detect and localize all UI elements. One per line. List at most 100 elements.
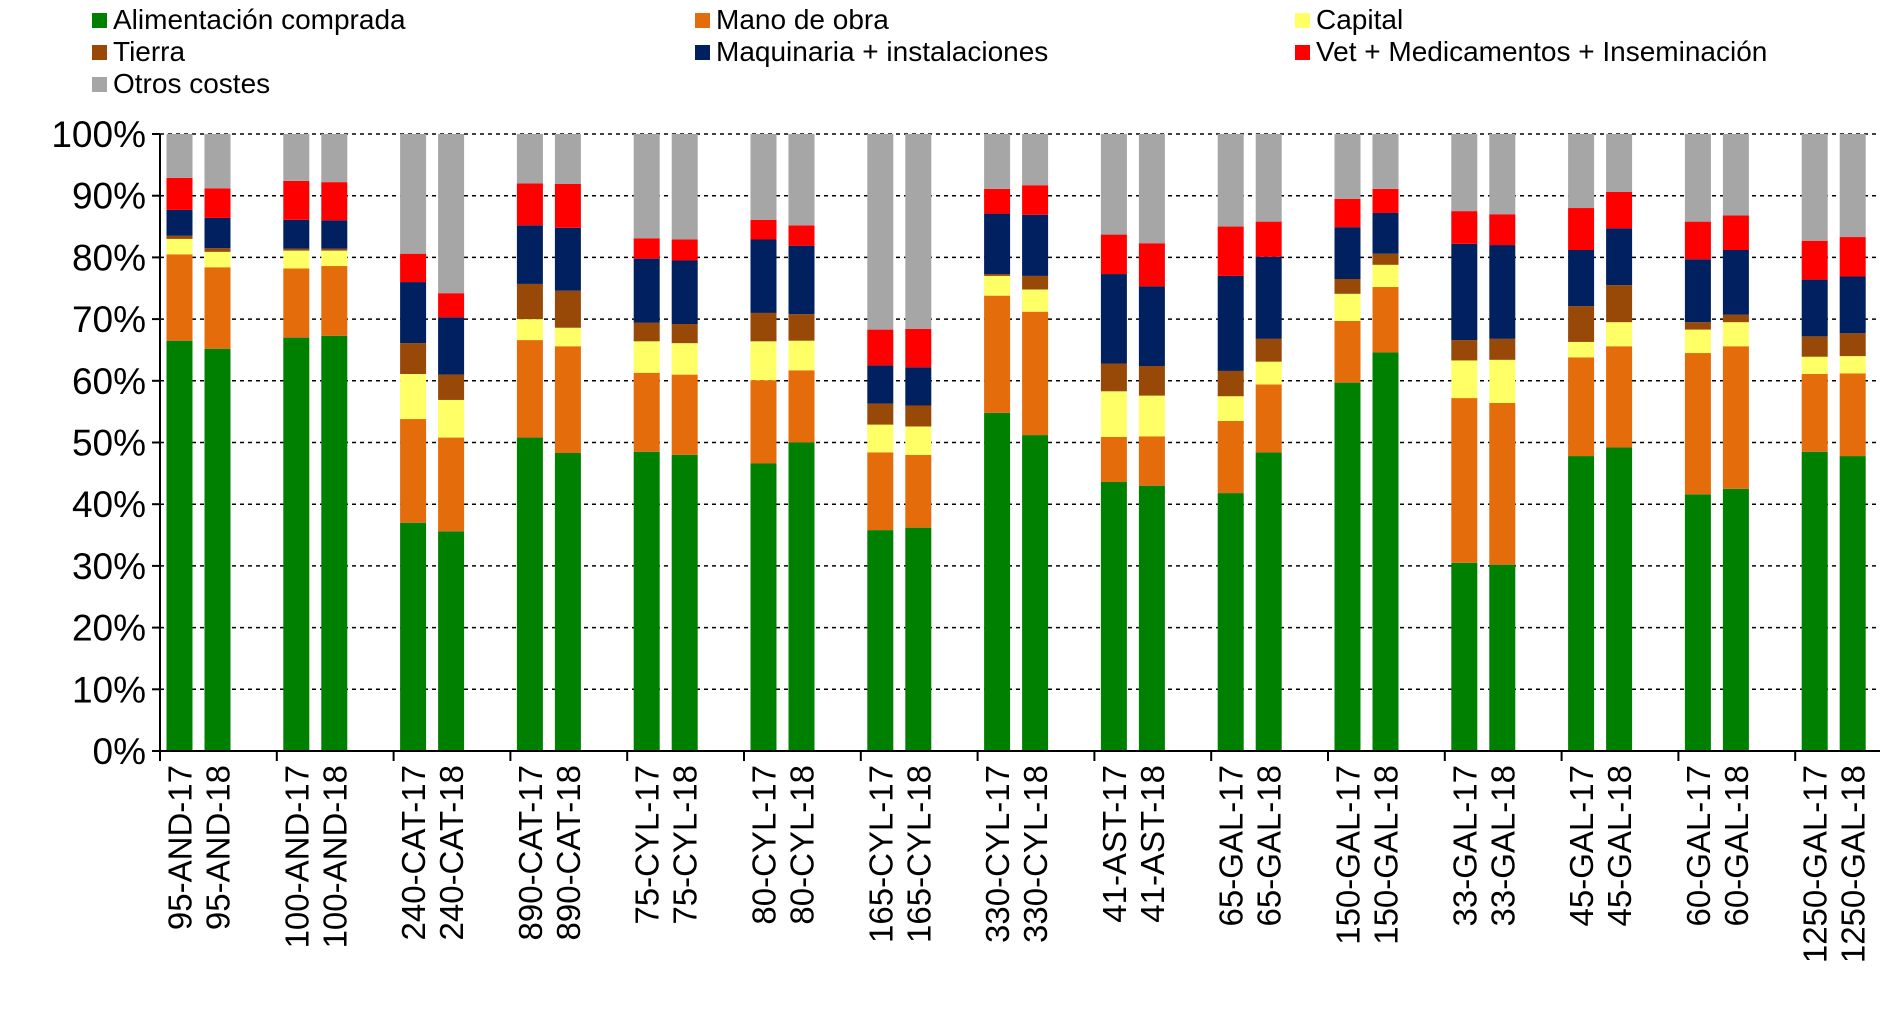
bar-segment	[204, 188, 231, 218]
bar-segment	[1100, 391, 1127, 437]
bar-segment	[1839, 456, 1866, 751]
bar-segment	[750, 312, 777, 342]
bar-segment	[867, 134, 894, 330]
bar-segment	[1801, 336, 1828, 357]
bar-segment	[1839, 373, 1866, 457]
bar-segment	[1022, 311, 1049, 436]
bar-segment	[438, 134, 465, 294]
bar-segment	[1722, 322, 1749, 347]
bar-segment	[750, 219, 777, 240]
bar-segment	[1684, 494, 1711, 751]
bar-segment	[554, 346, 581, 453]
bar-segment	[788, 314, 815, 341]
bar-segment	[166, 238, 193, 255]
bar-segment	[905, 328, 932, 368]
bar-segment	[1138, 485, 1165, 751]
bar-segment	[204, 217, 231, 249]
bar-segment	[1684, 322, 1711, 330]
bar-segment	[1022, 214, 1049, 276]
bar-segment	[400, 374, 427, 420]
bar-segment	[283, 134, 310, 181]
bar-segment	[671, 374, 698, 455]
bar-segment	[788, 134, 815, 226]
y-tick-label: 0%	[93, 731, 146, 772]
x-tick-label: 150-GAL-17	[1330, 765, 1367, 945]
bar-segment	[671, 260, 698, 325]
bar-segment	[1839, 333, 1866, 357]
bar-segment	[1255, 452, 1282, 751]
bar-segment	[984, 412, 1011, 751]
bar-segment	[1489, 245, 1516, 339]
bar-segment	[1451, 211, 1478, 244]
bar-segment	[321, 220, 348, 249]
bar-segment	[1022, 275, 1049, 290]
bar-segment	[1334, 320, 1361, 383]
bar-segment	[516, 437, 543, 751]
legend-swatch	[1295, 44, 1310, 60]
bar-segment	[633, 341, 660, 373]
bar-segment	[788, 442, 815, 751]
bar-segment	[1722, 215, 1749, 250]
bar-segment	[321, 250, 348, 267]
bar-segment	[1451, 134, 1478, 212]
x-tick-label: 100-AND-18	[316, 765, 353, 948]
bar-segment	[905, 134, 932, 329]
legend-label: Capital	[1316, 4, 1404, 35]
x-tick-label: 80-CYL-18	[784, 765, 821, 925]
bar-segment	[516, 225, 543, 284]
bar-segment	[438, 399, 465, 438]
legend-item: Otros costes	[92, 68, 270, 100]
bar-segment	[1568, 357, 1595, 457]
bar-segment	[1138, 134, 1165, 244]
bar-segment	[905, 367, 932, 406]
bar-segment	[867, 424, 894, 453]
bar-segment	[166, 340, 193, 751]
bar-segment	[1801, 134, 1828, 241]
bar-segment	[400, 343, 427, 375]
legend-swatch	[92, 44, 107, 60]
bar-segment	[1334, 134, 1361, 199]
x-tick-label: 75-CYL-17	[629, 765, 666, 925]
bar-segment	[554, 452, 581, 751]
legend-swatch	[92, 12, 107, 28]
x-tick-label: 60-GAL-17	[1680, 765, 1717, 926]
bar-segment	[1489, 359, 1516, 404]
bar-segment	[633, 451, 660, 751]
bar-segment	[1722, 346, 1749, 489]
bar-segment	[905, 426, 932, 455]
bar-segment	[671, 324, 698, 344]
y-tick-label: 70%	[72, 299, 146, 340]
bar-segment	[554, 183, 581, 228]
legend-item: Tierra	[92, 36, 185, 68]
bar-segment	[1022, 435, 1049, 751]
bar-segment	[1684, 353, 1711, 495]
bar-segment	[671, 239, 698, 261]
bar-segment	[438, 317, 465, 375]
bar-segment	[1606, 134, 1633, 192]
bar-segment	[516, 183, 543, 226]
bar-segment	[1217, 134, 1244, 227]
x-tick-label: 41-AST-18	[1134, 765, 1171, 923]
y-tick-label: 100%	[51, 114, 146, 155]
bar-segment	[788, 245, 815, 315]
bar-segment	[283, 248, 310, 251]
bar-segment	[1255, 221, 1282, 257]
y-tick-label: 50%	[72, 423, 146, 464]
y-tick-label: 10%	[72, 669, 146, 710]
legend-label: Tierra	[113, 36, 186, 67]
bar-segment	[1722, 249, 1749, 315]
bar-segment	[1568, 134, 1595, 209]
bar-segment	[1100, 234, 1127, 275]
bar-segment	[1839, 356, 1866, 374]
bar-segment	[204, 134, 231, 189]
legend-swatch	[92, 76, 107, 92]
bar-segment	[867, 365, 894, 404]
bar-segment	[1334, 382, 1361, 751]
bar-segment	[1801, 451, 1828, 751]
x-tick-label: 1250-GAL-18	[1835, 765, 1872, 963]
bar-segment	[750, 463, 777, 751]
bar-segment	[1606, 346, 1633, 448]
bar-segment	[1022, 134, 1049, 186]
bar-segment	[400, 282, 427, 344]
legend-swatch	[695, 12, 710, 28]
